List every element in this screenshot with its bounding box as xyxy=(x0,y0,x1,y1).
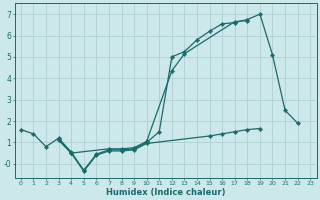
X-axis label: Humidex (Indice chaleur): Humidex (Indice chaleur) xyxy=(106,188,225,197)
